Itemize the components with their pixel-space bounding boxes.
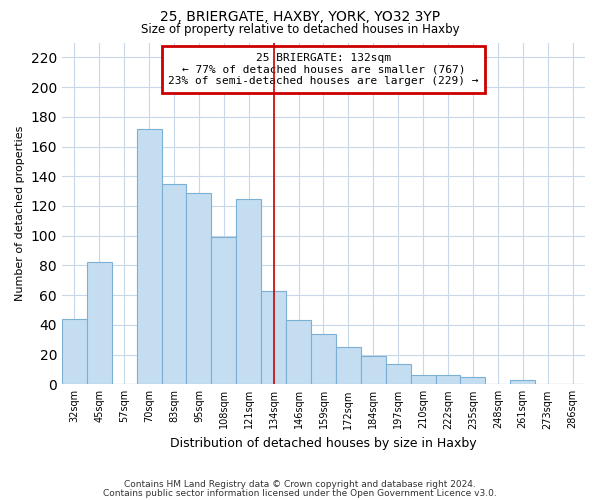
Text: 25, BRIERGATE, HAXBY, YORK, YO32 3YP: 25, BRIERGATE, HAXBY, YORK, YO32 3YP (160, 10, 440, 24)
Bar (336, 347, 361, 385)
Bar (137, 128, 161, 384)
Bar (436, 376, 460, 384)
Bar (161, 184, 187, 384)
Bar (236, 198, 261, 384)
Text: Contains public sector information licensed under the Open Government Licence v3: Contains public sector information licen… (103, 488, 497, 498)
Bar (386, 364, 410, 384)
Bar (187, 192, 211, 384)
Bar (460, 377, 485, 384)
Text: Size of property relative to detached houses in Haxby: Size of property relative to detached ho… (140, 22, 460, 36)
Bar (361, 356, 386, 384)
Bar (510, 380, 535, 384)
Text: 25 BRIERGATE: 132sqm
← 77% of detached houses are smaller (767)
23% of semi-deta: 25 BRIERGATE: 132sqm ← 77% of detached h… (168, 53, 479, 86)
Bar (286, 320, 311, 384)
Bar (410, 376, 436, 384)
Bar (311, 334, 336, 384)
Bar (211, 237, 236, 384)
Text: Contains HM Land Registry data © Crown copyright and database right 2024.: Contains HM Land Registry data © Crown c… (124, 480, 476, 489)
Bar (62, 319, 87, 384)
Y-axis label: Number of detached properties: Number of detached properties (15, 126, 25, 301)
Bar (261, 290, 286, 384)
X-axis label: Distribution of detached houses by size in Haxby: Distribution of detached houses by size … (170, 437, 477, 450)
Bar (87, 262, 112, 384)
